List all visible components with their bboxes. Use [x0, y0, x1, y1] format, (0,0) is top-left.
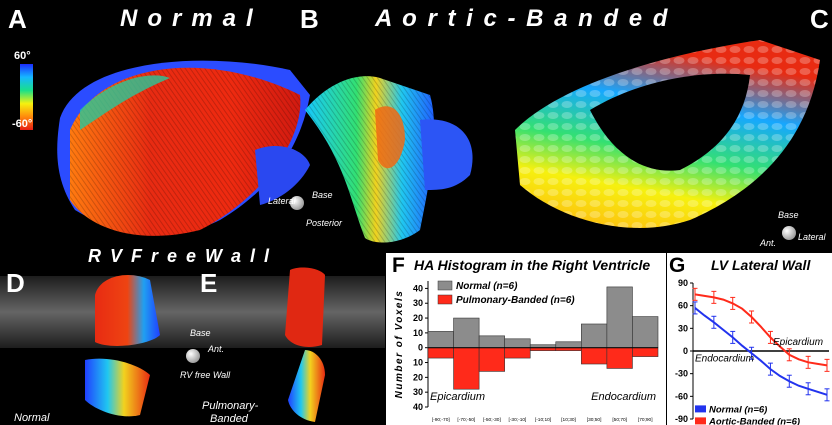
panel-f-letter: F — [392, 254, 405, 277]
y-tick-label: 20 — [413, 313, 423, 323]
panel-c-letter: C — [810, 4, 829, 34]
annotation-endocardium: Endocardium — [695, 354, 754, 365]
y-tick-label: 10 — [413, 358, 423, 368]
c-lateral-label: Lateral — [798, 232, 826, 242]
annotation-epicardium: Epicardium — [773, 337, 823, 348]
y-tick-label: 30 — [678, 323, 688, 333]
y-tick-label: 20 — [413, 372, 423, 382]
series-line — [694, 307, 828, 396]
orientation-sphere-c — [782, 226, 796, 240]
line-chart: 90 60 30 0 -30 -60 -90 Epicardium Endocardium Nor… — [675, 278, 830, 425]
c-base-label: Base — [778, 210, 799, 220]
legend-swatch — [695, 417, 706, 425]
b-posterior-label: Posterior — [306, 218, 343, 228]
e-ant-label: Ant. — [208, 344, 225, 354]
panel-f-title: HA Histogram in the Right Ventricle — [414, 257, 651, 273]
rv-title: R V F r e e W a l l — [88, 246, 272, 266]
histogram-bar — [504, 347, 531, 359]
legend-swatch — [695, 405, 706, 413]
x-tick-label: [-10;10] — [535, 417, 551, 423]
panel-b-title: A o r t i c - B a n d e d — [375, 5, 670, 32]
histogram-bar — [478, 347, 505, 372]
histogram-bar — [453, 347, 480, 390]
panel-d-caption: Normal — [14, 412, 50, 424]
histogram-bar — [606, 286, 633, 349]
b-lateral-label: Lateral — [268, 196, 296, 206]
panel-f: F HA Histogram in the Right Ventricle 40… — [386, 253, 666, 425]
panel-b-image — [305, 76, 473, 243]
y-tick-label: -30 — [675, 369, 688, 379]
histogram-bar — [606, 347, 633, 369]
histogram-bar — [504, 338, 531, 349]
panel-e-caption-2: Banded — [210, 413, 248, 425]
c-ant-label: Ant. — [760, 238, 777, 248]
y-tick-label: 40 — [413, 402, 423, 412]
colorbar-top-label: 60° — [14, 50, 31, 62]
histogram-bar — [581, 347, 608, 365]
panel-a-letter: A — [8, 4, 27, 34]
panel-g-letter: G — [669, 254, 686, 277]
e-rv-label: RV free Wall — [180, 370, 231, 380]
orientation-sphere-e — [186, 349, 200, 363]
top-images — [57, 40, 820, 243]
histogram-bar — [632, 347, 659, 357]
histogram-chart: 40 30 20 10 0 10 20 30 40 Number of Voxels [-90;-7… — [394, 280, 659, 423]
panel-c-image — [515, 40, 820, 228]
histogram-bar — [632, 316, 659, 349]
panel-d-letter: D — [6, 268, 25, 298]
y-tick-label: -90 — [675, 414, 688, 424]
y-tick-label: 0 — [418, 343, 423, 353]
x-tick-label: [10;30] — [561, 417, 576, 423]
y-tick-label: 30 — [413, 298, 423, 308]
x-tick-label: [70;90] — [638, 417, 653, 423]
legend-label: Normal (n=6) — [456, 281, 518, 292]
b-base-label: Base — [312, 190, 333, 200]
y-tick-label: 90 — [678, 278, 688, 288]
x-tick-label: [-90;-70] — [432, 417, 450, 423]
x-tick-label: [-70;-50] — [457, 417, 475, 423]
colorbar-bottom-label: -60° — [12, 118, 33, 130]
y-tick-label: 40 — [413, 283, 423, 293]
annotation-endocardium: Endocardium — [591, 391, 656, 403]
orientation-sphere-b — [290, 196, 304, 210]
x-tick-label: [-30;-10] — [509, 417, 527, 423]
x-tick-label: [50;70] — [612, 417, 627, 423]
panel-e-letter: E — [200, 268, 218, 298]
legend-swatch — [437, 280, 453, 291]
panel-g-title: LV Lateral Wall — [711, 257, 811, 273]
y-tick-label: 10 — [413, 328, 423, 338]
y-axis-label: Number of Voxels — [394, 290, 405, 399]
colorbar — [20, 64, 33, 130]
histogram-bar — [581, 323, 608, 349]
y-tick-label: 0 — [683, 346, 688, 356]
series-line — [694, 293, 828, 367]
histogram-bar — [427, 331, 454, 349]
legend-label: Pulmonary-Banded (n=6) — [456, 295, 575, 306]
y-tick-label: 30 — [413, 387, 423, 397]
histogram-bar — [478, 335, 505, 349]
histogram-bar — [427, 347, 454, 359]
legend-label: Aortic-Banded (n=6) — [708, 416, 800, 425]
legend-label: Normal (n=6) — [709, 404, 767, 415]
rv-images — [0, 267, 385, 422]
histogram-bar — [453, 317, 480, 349]
annotation-epicardium: Epicardium — [430, 391, 485, 403]
panel-b-letter: B — [300, 4, 319, 34]
panel-g: G LV Lateral Wall 90 60 30 0 -30 -60 -90 Epicar… — [667, 253, 832, 425]
panel-e-caption-1: Pulmonary- — [202, 400, 259, 412]
y-tick-label: 60 — [678, 301, 688, 311]
panel-a-title: Normal — [120, 5, 263, 32]
y-tick-label: -60 — [675, 391, 688, 401]
e-base-label: Base — [190, 328, 211, 338]
panel-a-image — [57, 60, 310, 236]
x-tick-label: [30;50] — [587, 417, 602, 423]
x-tick-label: [-50;-30] — [483, 417, 501, 423]
histogram-bar — [555, 341, 582, 349]
legend-swatch — [437, 294, 453, 305]
